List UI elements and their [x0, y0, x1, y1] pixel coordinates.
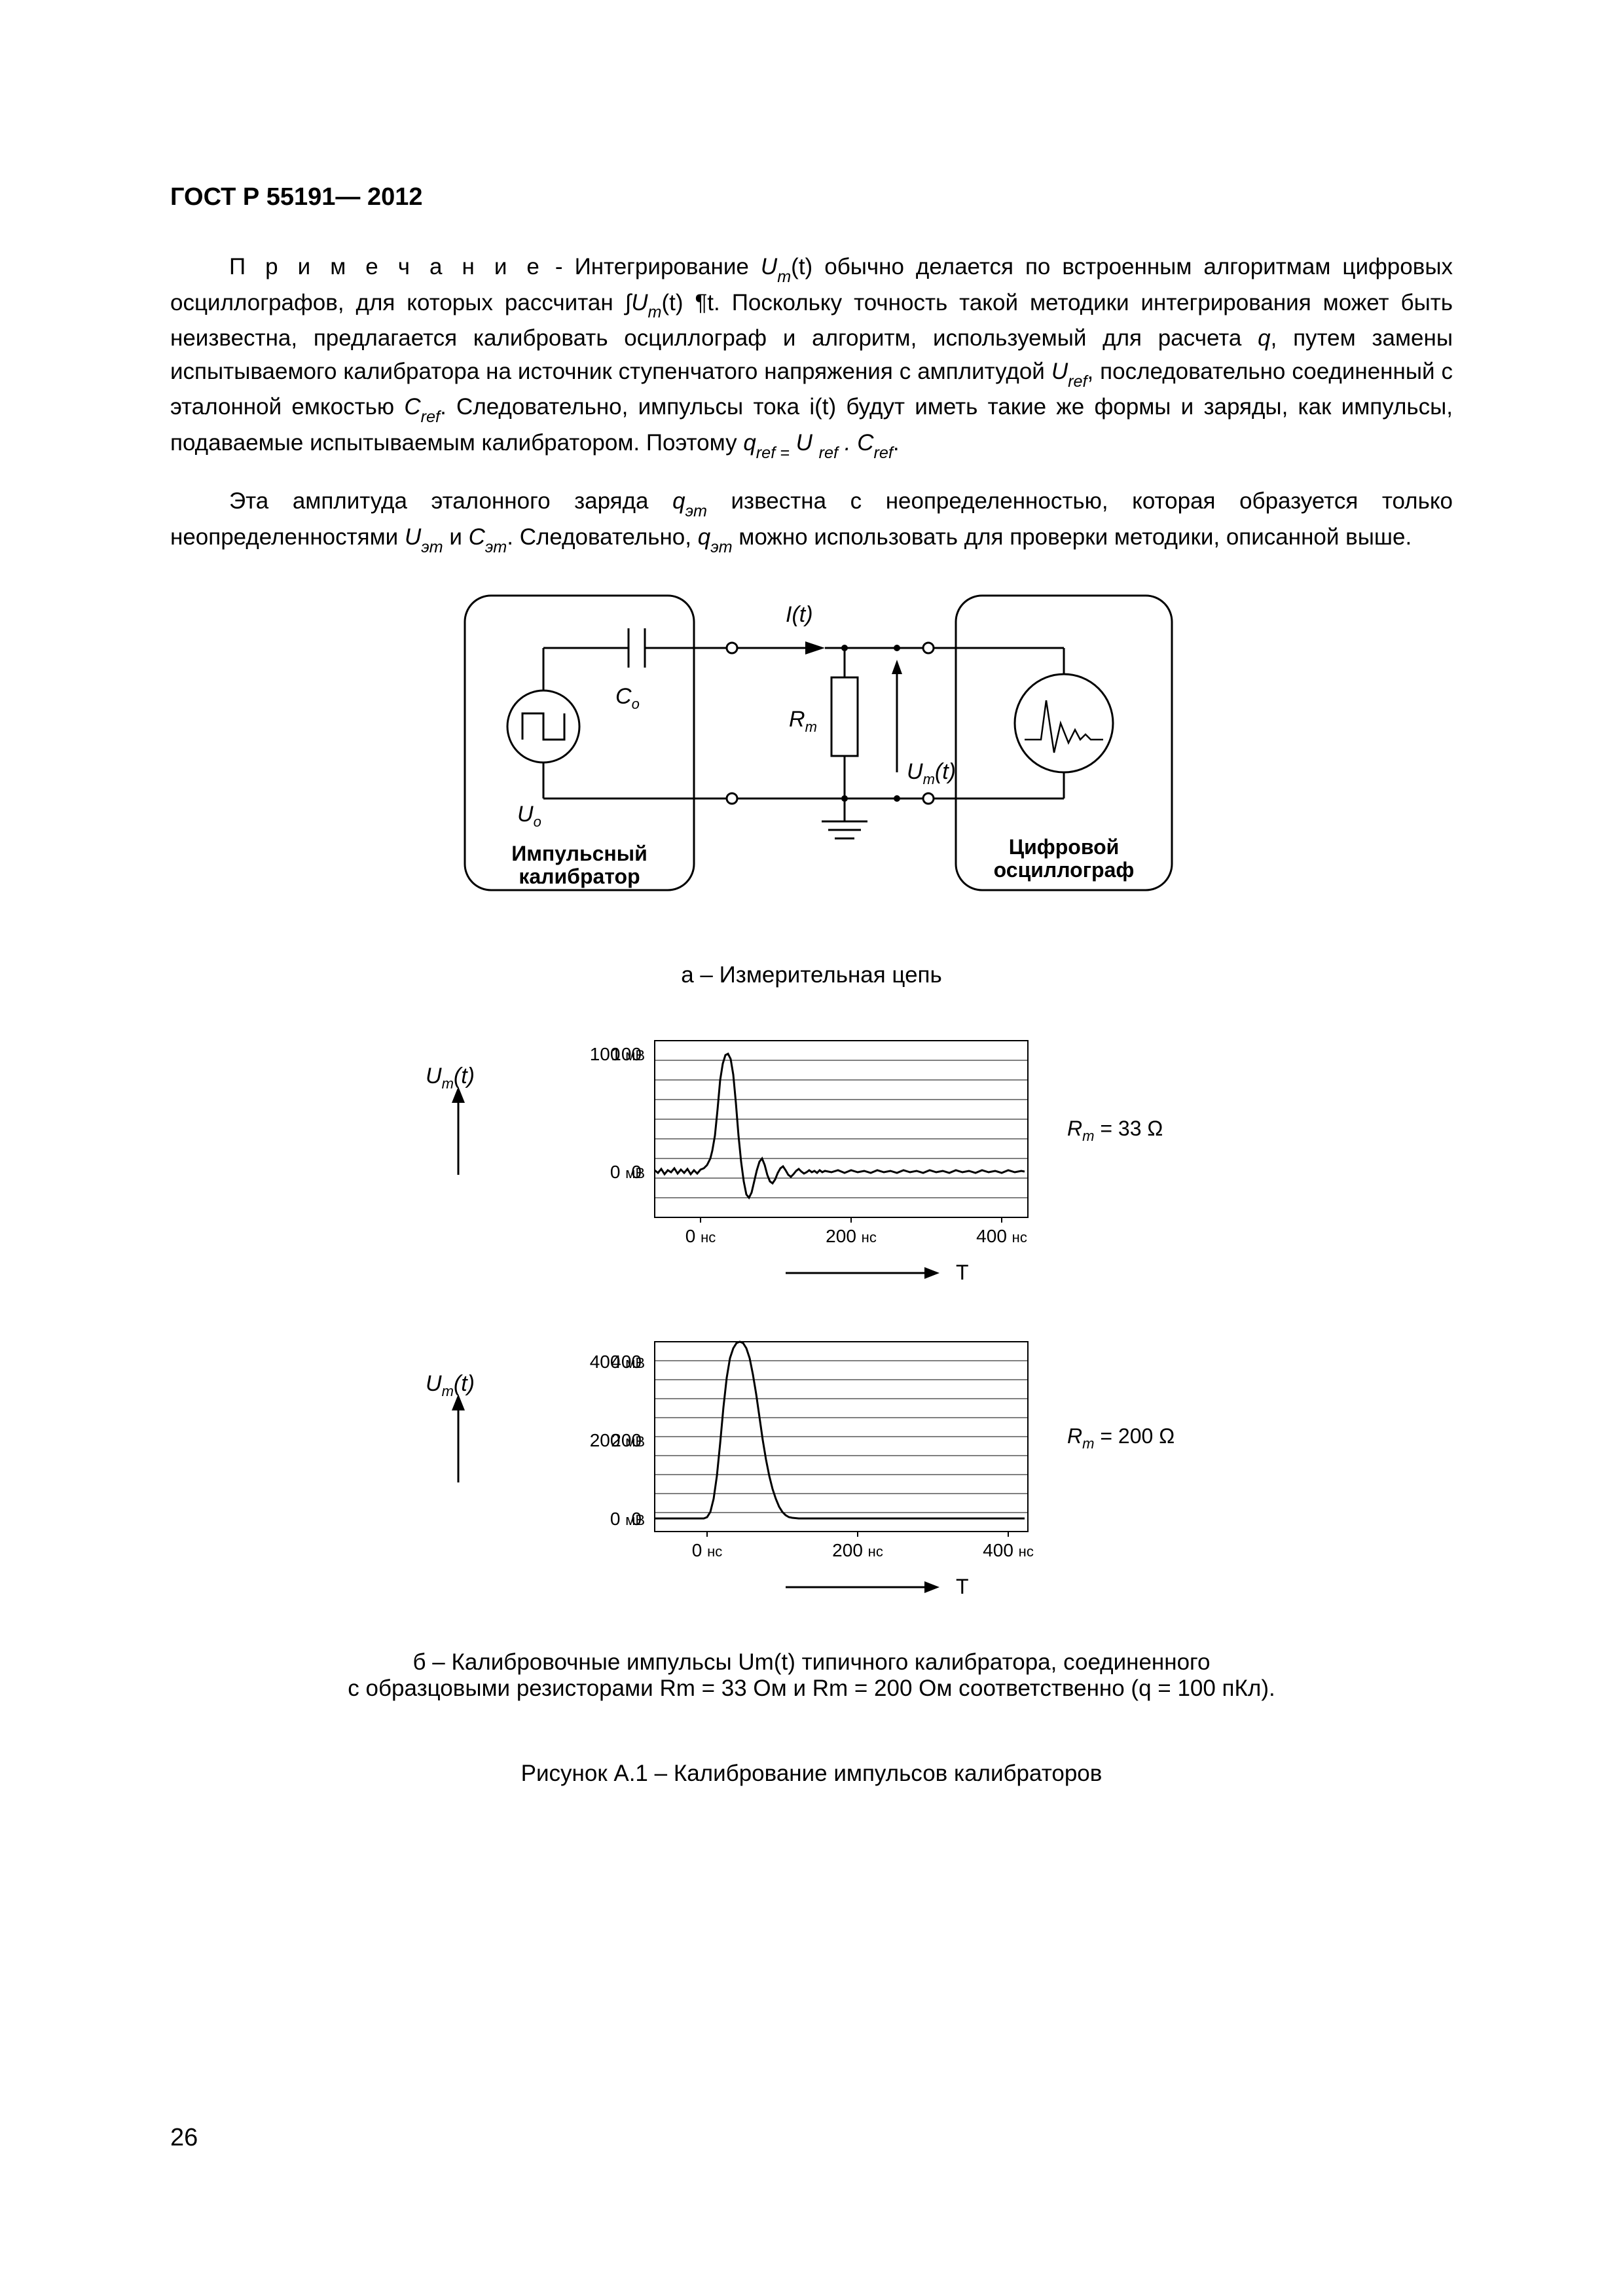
eq-uref-sub: ref — [819, 444, 838, 462]
svg-text:0 нс: 0 нс — [691, 1540, 722, 1560]
svg-text:Rm: Rm — [789, 707, 817, 735]
page-container: ГОСТ Р 55191— 2012 П р и м е ч а н и е -… — [0, 0, 1623, 2296]
q-sym: q — [1258, 325, 1270, 351]
p2-t3: . Следовательно, — [507, 524, 697, 550]
svg-text:400 мВ: 400 мВ — [589, 1352, 644, 1372]
figure-a-circuit: I(t) Co Rm Um(t) Uo Импульсныйкалибратор Цифро… — [419, 576, 1205, 916]
eq-q: q — [743, 430, 756, 456]
svg-text:0 мВ: 0 мВ — [610, 1162, 644, 1182]
svg-text:Цифровой: Цифровой — [1008, 835, 1119, 859]
svg-text:Rm = 33 Ω: Rm = 33 Ω — [1067, 1117, 1163, 1144]
umt-sym: U — [761, 254, 777, 279]
p2-t0: Эта амплитуда эталонного заряда — [229, 488, 672, 514]
figure-b1-plot: 100100 мВ00 мВ0 нс200 нс400 нсUm(t)Rm = … — [386, 1014, 1237, 1289]
umt-sub2: m — [648, 303, 662, 321]
cet-sub: эт — [485, 538, 507, 556]
svg-text:100 мВ: 100 мВ — [589, 1044, 644, 1064]
qet-sub: эт — [685, 502, 707, 520]
svg-text:Т: Т — [956, 1261, 969, 1284]
caption-b: б – Калибровочные импульсы Um(t) типично… — [348, 1649, 1275, 1702]
svg-text:200 нс: 200 нс — [826, 1226, 877, 1246]
p2-t4: можно использовать для проверки методики… — [733, 524, 1412, 550]
uet-sub: эт — [421, 538, 443, 556]
note-paragraph: П р и м е ч а н и е - Интегрирование Um(… — [170, 251, 1453, 462]
svg-text:200 нс: 200 нс — [832, 1540, 883, 1560]
note-t0: - Интегрирование — [543, 254, 761, 279]
svg-text:400 нс: 400 нс — [976, 1226, 1027, 1246]
eq-ref: ref = — [756, 444, 790, 462]
figure-b2-plot: 400400 мВ200200 мВ00 мВ0 нс200 нс400 нсU… — [386, 1316, 1237, 1604]
umt-sub: m — [777, 268, 791, 286]
caption-b-l1: б – Калибровочные импульсы Um(t) типично… — [412, 1649, 1210, 1675]
page-number: 26 — [170, 2124, 198, 2152]
eq-dot: . — [838, 430, 857, 456]
note-label: П р и м е ч а н и е — [229, 254, 543, 279]
svg-text:Т: Т — [956, 1575, 969, 1598]
svg-text:Rm = 200 Ω: Rm = 200 Ω — [1067, 1424, 1175, 1452]
svg-text:0 мВ: 0 мВ — [610, 1509, 644, 1529]
qet: q — [672, 488, 685, 514]
svg-text:Um(t): Um(t) — [426, 1371, 475, 1399]
svg-text:Um(t): Um(t) — [907, 759, 956, 787]
svg-text:Импульсный: Импульсный — [511, 842, 647, 865]
svg-text:400 нс: 400 нс — [983, 1540, 1034, 1560]
eq-cref-sub: ref — [874, 444, 893, 462]
svg-text:0 нс: 0 нс — [685, 1226, 716, 1246]
doc-header: ГОСТ Р 55191— 2012 — [170, 183, 1453, 211]
svg-text:Um(t): Um(t) — [426, 1064, 475, 1092]
figure-a-wrap: I(t) Co Rm Um(t) Uo Импульсныйкалибратор Цифро… — [170, 576, 1453, 1787]
p2-t2: и — [443, 524, 469, 550]
uref-sym: U — [1051, 359, 1068, 384]
svg-text:калибратор: калибратор — [519, 865, 640, 888]
caption-b-l2: с образцовыми резисторами Rm = 33 Ом и R… — [348, 1676, 1275, 1701]
cref-sub: ref — [421, 408, 440, 426]
eq-end: . — [893, 430, 900, 456]
cref-sym: C — [404, 394, 420, 420]
para2: Эта амплитуда эталонного заряда qэт изве… — [170, 485, 1453, 556]
svg-text:Uo: Uo — [517, 802, 541, 830]
qet2: q — [698, 524, 710, 550]
svg-text:200 мВ: 200 мВ — [589, 1430, 644, 1450]
uet: U — [405, 524, 421, 550]
cet: C — [469, 524, 485, 550]
umt-sym2: U — [631, 290, 647, 315]
eq-mid: U — [790, 430, 819, 456]
eq-cref: C — [857, 430, 873, 456]
svg-text:Co: Co — [615, 684, 640, 712]
qet2-sub: эт — [710, 538, 732, 556]
svg-text:осциллограф: осциллограф — [993, 858, 1134, 882]
figure-title: Рисунок А.1 – Калибрование импульсов кал… — [521, 1761, 1103, 1787]
uref-sub: ref — [1068, 372, 1087, 391]
caption-a: а – Измерительная цепь — [681, 962, 942, 988]
svg-text:I(t): I(t) — [786, 602, 813, 627]
